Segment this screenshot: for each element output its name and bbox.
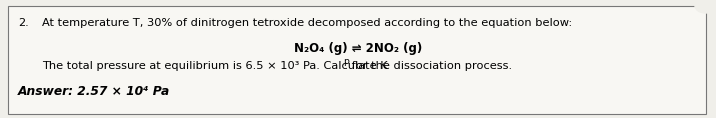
Text: N₂O₄ (g) ⇌ 2NO₂ (g): N₂O₄ (g) ⇌ 2NO₂ (g) <box>294 42 422 55</box>
Text: The total pressure at equilibrium is 6.5 × 10³ Pa. Calculate K: The total pressure at equilibrium is 6.5… <box>42 61 387 71</box>
Text: Answer: 2.57 × 10⁴ Pa: Answer: 2.57 × 10⁴ Pa <box>18 85 170 98</box>
Text: p: p <box>343 57 349 67</box>
Text: At temperature T, 30% of dinitrogen tetroxide decomposed according to the equati: At temperature T, 30% of dinitrogen tetr… <box>42 18 572 28</box>
FancyBboxPatch shape <box>8 6 706 114</box>
Ellipse shape <box>695 0 716 13</box>
Text: 2.: 2. <box>18 18 29 28</box>
Text: for the dissociation process.: for the dissociation process. <box>348 61 513 71</box>
